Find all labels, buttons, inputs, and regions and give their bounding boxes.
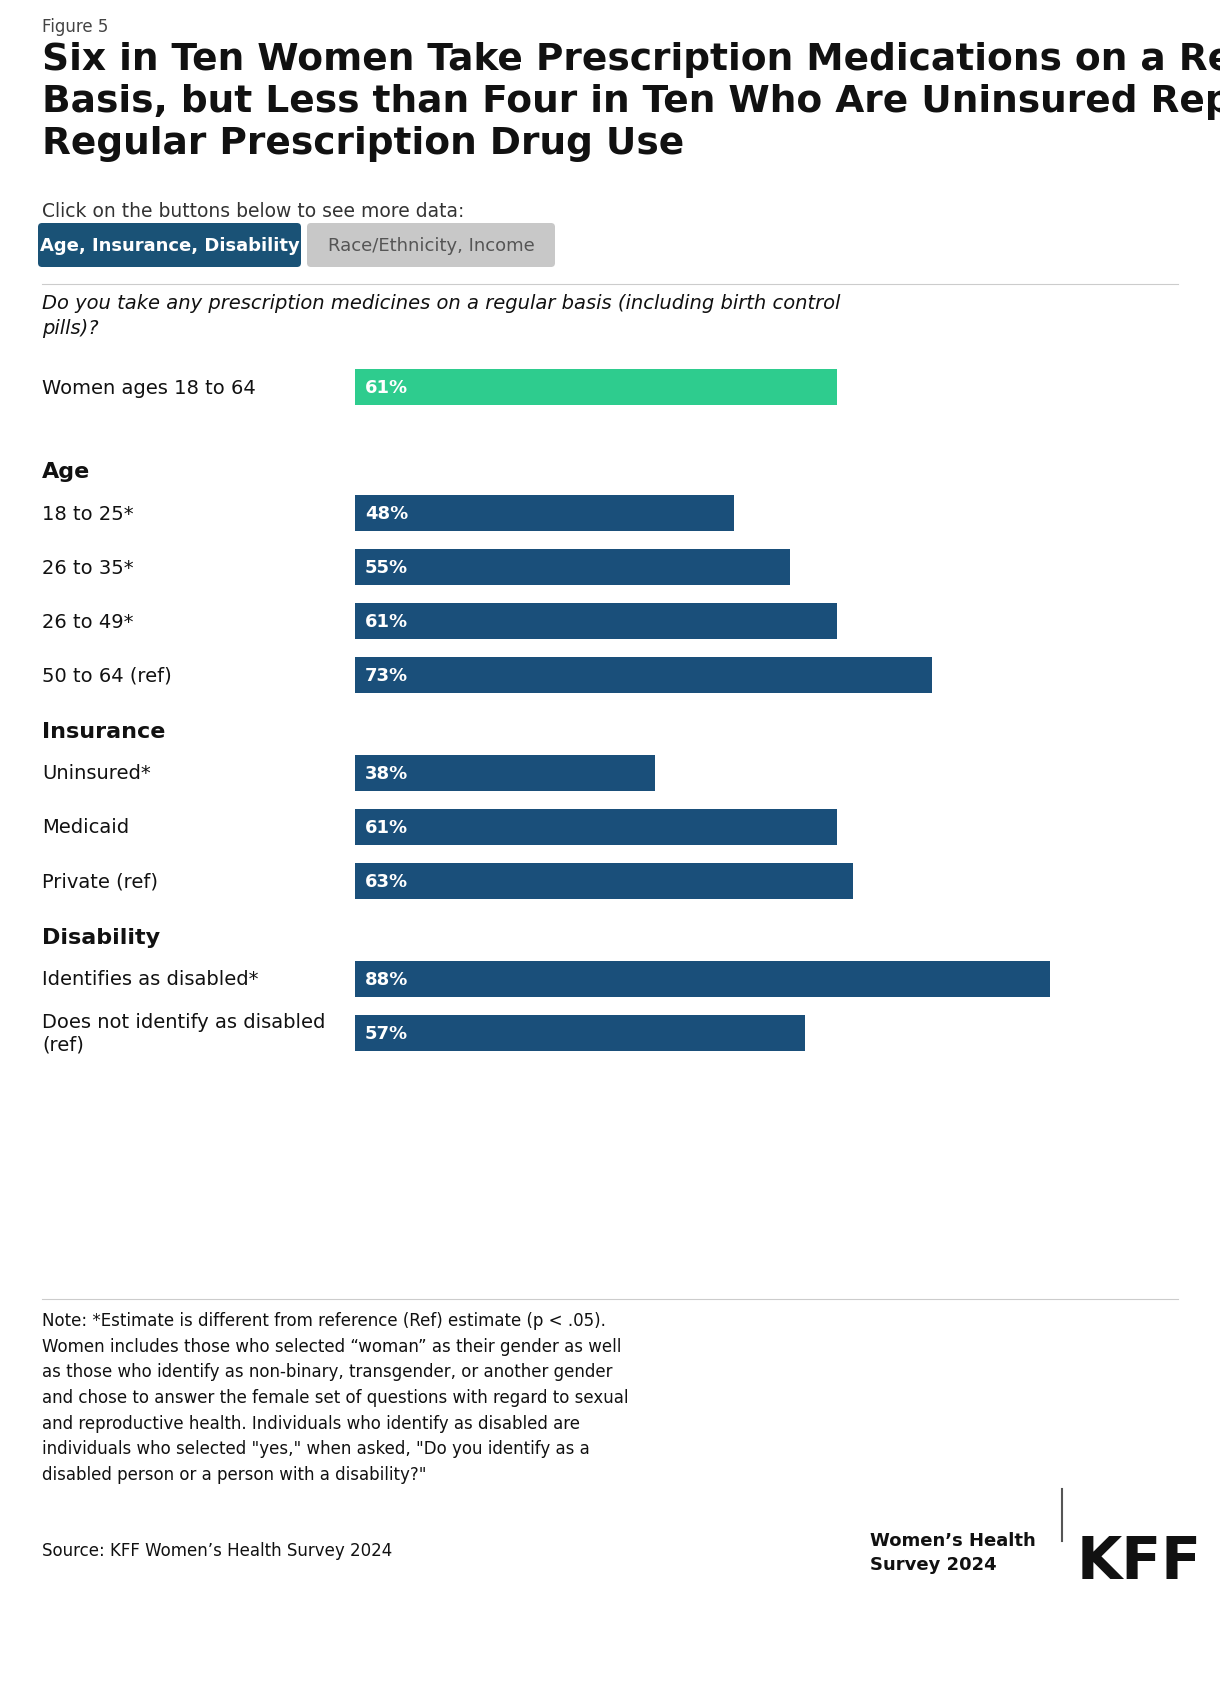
Bar (355, 603, 837, 640)
Bar (355, 809, 837, 846)
Text: Insurance: Insurance (41, 721, 166, 741)
Text: 26 to 35*: 26 to 35* (41, 557, 134, 578)
Text: Disability: Disability (41, 927, 160, 948)
Bar (355, 370, 837, 405)
Bar (355, 549, 789, 586)
Text: 26 to 49*: 26 to 49* (41, 611, 133, 632)
Text: KFF: KFF (1077, 1534, 1202, 1589)
Text: 18 to 25*: 18 to 25* (41, 505, 134, 524)
Text: Medicaid: Medicaid (41, 817, 129, 838)
Text: Click on the buttons below to see more data:: Click on the buttons below to see more d… (41, 203, 465, 221)
Bar (355, 495, 734, 532)
Bar (355, 1015, 805, 1051)
FancyBboxPatch shape (307, 225, 555, 269)
Text: 61%: 61% (365, 819, 409, 836)
Text: Does not identify as disabled
(ref): Does not identify as disabled (ref) (41, 1012, 326, 1054)
Bar (355, 863, 853, 900)
Text: 88%: 88% (365, 971, 409, 988)
Text: Six in Ten Women Take Prescription Medications on a Regular
Basis, but Less than: Six in Ten Women Take Prescription Medic… (41, 42, 1220, 162)
Text: 61%: 61% (365, 613, 409, 630)
Text: Age: Age (41, 461, 90, 481)
Text: 73%: 73% (365, 667, 409, 684)
Bar (355, 961, 1050, 998)
Bar (355, 755, 655, 792)
Text: 63%: 63% (365, 873, 409, 890)
Text: Uninsured*: Uninsured* (41, 763, 151, 784)
FancyBboxPatch shape (38, 225, 301, 269)
Text: 48%: 48% (365, 505, 409, 522)
Text: 57%: 57% (365, 1025, 409, 1042)
Text: Race/Ethnicity, Income: Race/Ethnicity, Income (328, 236, 534, 255)
Text: 55%: 55% (365, 559, 409, 576)
Text: Women’s Health
Survey 2024: Women’s Health Survey 2024 (870, 1532, 1036, 1574)
Bar (355, 657, 932, 694)
Text: Private (ref): Private (ref) (41, 872, 159, 892)
Text: Figure 5: Figure 5 (41, 19, 109, 35)
Text: Women ages 18 to 64: Women ages 18 to 64 (41, 378, 256, 397)
Text: Age, Insurance, Disability: Age, Insurance, Disability (39, 236, 299, 255)
Text: 50 to 64 (ref): 50 to 64 (ref) (41, 665, 172, 686)
Text: Do you take any prescription medicines on a regular basis (including birth contr: Do you take any prescription medicines o… (41, 294, 841, 338)
Text: 38%: 38% (365, 765, 409, 782)
Text: Note: *Estimate is different from reference (Ref) estimate (p < .05).
Women incl: Note: *Estimate is different from refere… (41, 1311, 628, 1483)
Text: 61%: 61% (365, 378, 409, 397)
Text: Source: KFF Women’s Health Survey 2024: Source: KFF Women’s Health Survey 2024 (41, 1540, 393, 1559)
Text: Identifies as disabled*: Identifies as disabled* (41, 969, 259, 990)
